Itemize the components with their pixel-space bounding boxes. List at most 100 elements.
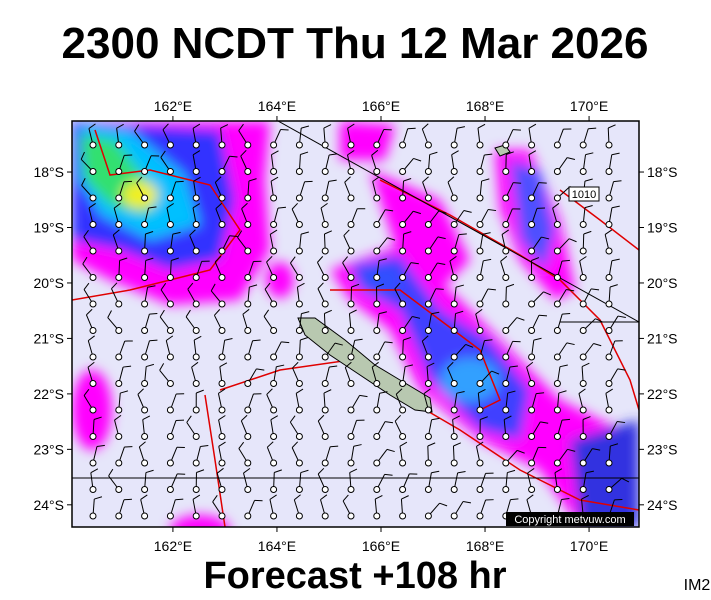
barb-flag [111,282,118,290]
barb-flag [93,416,102,421]
barb-flag [516,449,525,454]
barb-station [295,486,303,493]
barb-flag [507,469,516,474]
barb-station [373,512,381,520]
barb-flag [401,495,409,500]
barb-flag [403,336,412,341]
barb-flag [423,388,431,394]
barb-station [192,247,200,255]
barb-station [476,406,484,414]
barb-station [270,486,278,493]
barb-station [579,274,587,281]
barb-station [141,300,149,308]
barb-station [115,274,123,281]
barb-station [476,141,484,149]
barb-flag [543,291,552,296]
barb-station [244,141,252,149]
barb-flag [456,126,466,129]
barb-station [166,512,174,520]
title: 2300 NCDT Thu 12 Mar 2026 [62,19,649,68]
barb-flag [224,338,233,341]
barb-flag [112,229,120,236]
barb-flag [185,309,191,318]
barb-flag [192,150,201,156]
barb-flag [159,309,165,318]
barb-station [476,327,484,334]
barb-station [270,327,278,334]
barb-flag [214,176,222,183]
barb-flag [266,255,273,263]
barb-flag [506,283,515,288]
x-tick-label: 164°E [258,538,296,554]
y-tick-label: 18°S [33,164,64,180]
rain-area [170,515,230,527]
barb-station [528,194,536,202]
barb-station [424,433,432,440]
barb-station [295,380,303,387]
barb-flag [83,388,90,396]
barb-station [141,380,149,387]
barb-flag [403,178,412,182]
rain-area [510,160,555,270]
barb-flag [384,341,393,344]
barb-station [476,459,484,467]
barb-flag [349,309,357,315]
barb-station [218,486,226,493]
barb-flag [458,233,467,236]
barb-station [141,194,149,202]
barb-station [115,168,123,175]
barb-station [553,380,561,387]
barb-station [553,433,561,440]
barb-station [528,274,536,281]
barb-station [166,459,174,467]
barb-flag [300,151,309,156]
barb-station [476,512,484,520]
barb-station [244,486,252,493]
barb-station [553,168,561,175]
barb-flag [139,441,146,448]
barb-flag [266,388,273,395]
barb-flag [120,390,129,394]
barb-station [424,459,432,467]
barb-flag [187,282,194,290]
barb-station [605,194,613,202]
barb-flag [427,442,436,447]
barb-flag [175,498,184,501]
barb-station [347,353,355,361]
barb-flag [229,235,238,237]
barb-flag [114,414,122,421]
barb-flag [475,308,483,315]
barb-station [605,353,613,361]
barb-flag [88,123,96,129]
barb-station [450,141,458,149]
barb-station [502,433,510,440]
y-tick-label: 24°S [33,497,64,513]
barb-station [192,168,200,175]
barb-station [218,406,226,414]
barb-flag [88,335,95,342]
barb-station [218,221,226,228]
barb-flag [478,389,486,394]
rain-area [370,170,470,290]
barb-station [579,300,587,308]
barb-flag [136,176,143,184]
barb-station [192,353,200,361]
x-tick-label: 166°E [362,98,400,114]
barb-station [295,221,303,228]
barb-flag [274,469,282,473]
barb-station [295,353,303,361]
barb-flag [276,364,285,368]
barb-flag [347,150,355,156]
barb-station [579,247,587,255]
barb-flag [277,206,287,209]
barb-station [502,459,510,467]
barb-station [270,247,278,255]
barb-station [476,380,484,387]
barb-flag [165,335,174,341]
barb-flag [281,341,290,344]
barb-flag [617,315,626,319]
barb-station [321,274,329,281]
image-id: IM2 [684,577,711,594]
barb-station [579,327,587,334]
barb-flag [248,178,257,182]
